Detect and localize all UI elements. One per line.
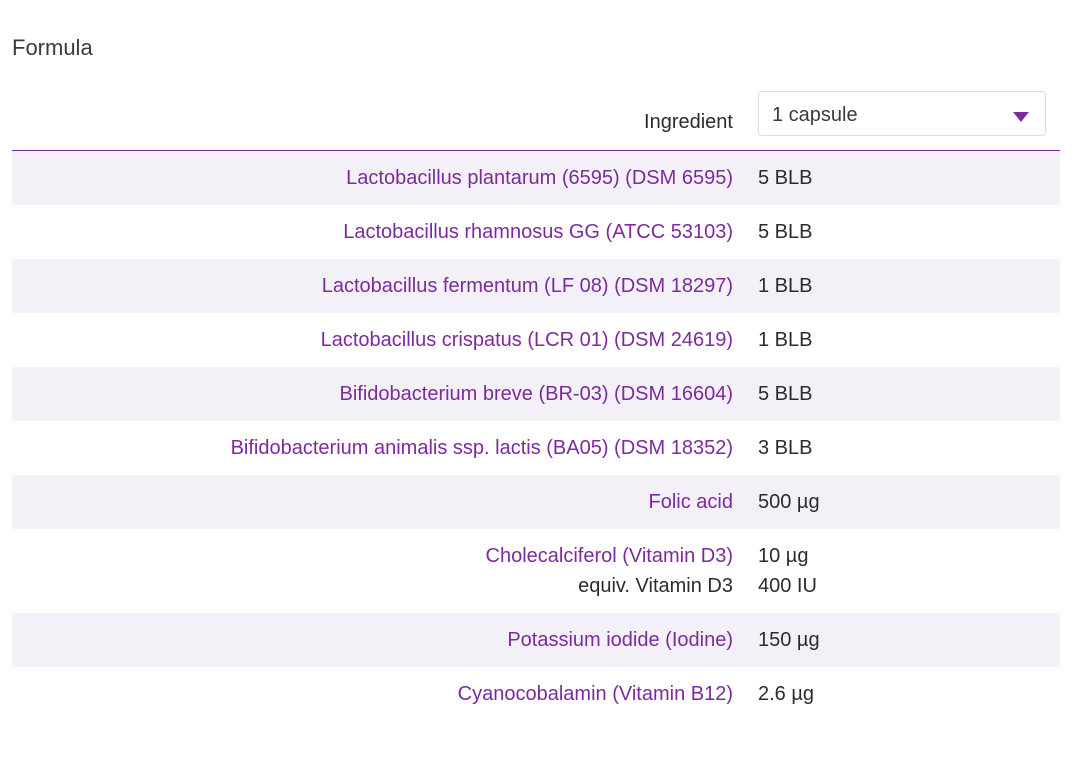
- ingredient-name-link[interactable]: Lactobacillus rhamnosus GG (ATCC 53103): [343, 221, 733, 243]
- chevron-down-icon[interactable]: [1013, 112, 1029, 122]
- table-row: Lactobacillus plantarum (6595) (DSM 6595…: [12, 151, 1060, 205]
- ingredient-amount: 500 µg: [758, 491, 820, 513]
- ingredient-name-link[interactable]: Potassium iodide (Iodine): [507, 629, 733, 651]
- ingredient-amount: 5 BLB: [758, 167, 813, 189]
- ingredient-equivalent-label: equiv. Vitamin D3: [578, 575, 733, 597]
- table-row: Lactobacillus crispatus (LCR 01) (DSM 24…: [12, 313, 1060, 367]
- table-row: Lactobacillus rhamnosus GG (ATCC 53103) …: [12, 205, 1060, 259]
- ingredient-amount: 1 BLB: [758, 329, 813, 351]
- ingredient-amount: 1 BLB: [758, 275, 813, 297]
- ingredient-name-link[interactable]: Folic acid: [648, 491, 733, 513]
- table-row: Bifidobacterium breve (BR-03) (DSM 16604…: [12, 367, 1060, 421]
- ingredient-amount: 2.6 µg: [758, 683, 815, 705]
- section-title: Formula: [12, 35, 93, 60]
- table-row: Cyanocobalamin (Vitamin B12) 2.6 µg: [12, 667, 1060, 721]
- ingredient-name-link[interactable]: Bifidobacterium animalis ssp. lactis (BA…: [230, 437, 733, 459]
- ingredient-name-link[interactable]: Cyanocobalamin (Vitamin B12): [457, 683, 733, 705]
- ingredient-name-link[interactable]: Bifidobacterium breve (BR-03) (DSM 16604…: [339, 383, 734, 405]
- ingredient-amount: 3 BLB: [758, 437, 813, 459]
- table-row: Potassium iodide (Iodine) 150 µg: [12, 613, 1060, 667]
- ingredient-name-link[interactable]: Lactobacillus plantarum (6595) (DSM 6595…: [346, 167, 733, 189]
- ingredient-amount: 5 BLB: [758, 383, 813, 405]
- table-row: Folic acid 500 µg: [12, 475, 1060, 529]
- serving-size-selected-value: 1 capsule: [772, 104, 858, 126]
- ingredient-name-link[interactable]: Lactobacillus fermentum (LF 08) (DSM 182…: [321, 275, 733, 297]
- table-row: Bifidobacterium animalis ssp. lactis (BA…: [12, 421, 1060, 475]
- ingredient-name-link[interactable]: Cholecalciferol (Vitamin D3): [485, 545, 734, 567]
- ingredient-amount: 10 µg: [758, 545, 809, 567]
- ingredient-equivalent-amount: 400 IU: [758, 575, 817, 597]
- ingredient-table: Lactobacillus plantarum (6595) (DSM 6595…: [12, 151, 1060, 721]
- ingredient-amount: 5 BLB: [758, 221, 813, 243]
- table-header: Ingredient 1 capsule: [12, 90, 1060, 151]
- table-row: Cholecalciferol (Vitamin D3) equiv. Vita…: [12, 529, 1060, 613]
- ingredient-name-link[interactable]: Lactobacillus crispatus (LCR 01) (DSM 24…: [320, 329, 733, 351]
- serving-size-select[interactable]: 1 capsule: [758, 91, 1046, 136]
- table-row: Lactobacillus fermentum (LF 08) (DSM 182…: [12, 259, 1060, 313]
- ingredient-amount: 150 µg: [758, 629, 820, 651]
- ingredient-column-header: Ingredient: [644, 111, 733, 133]
